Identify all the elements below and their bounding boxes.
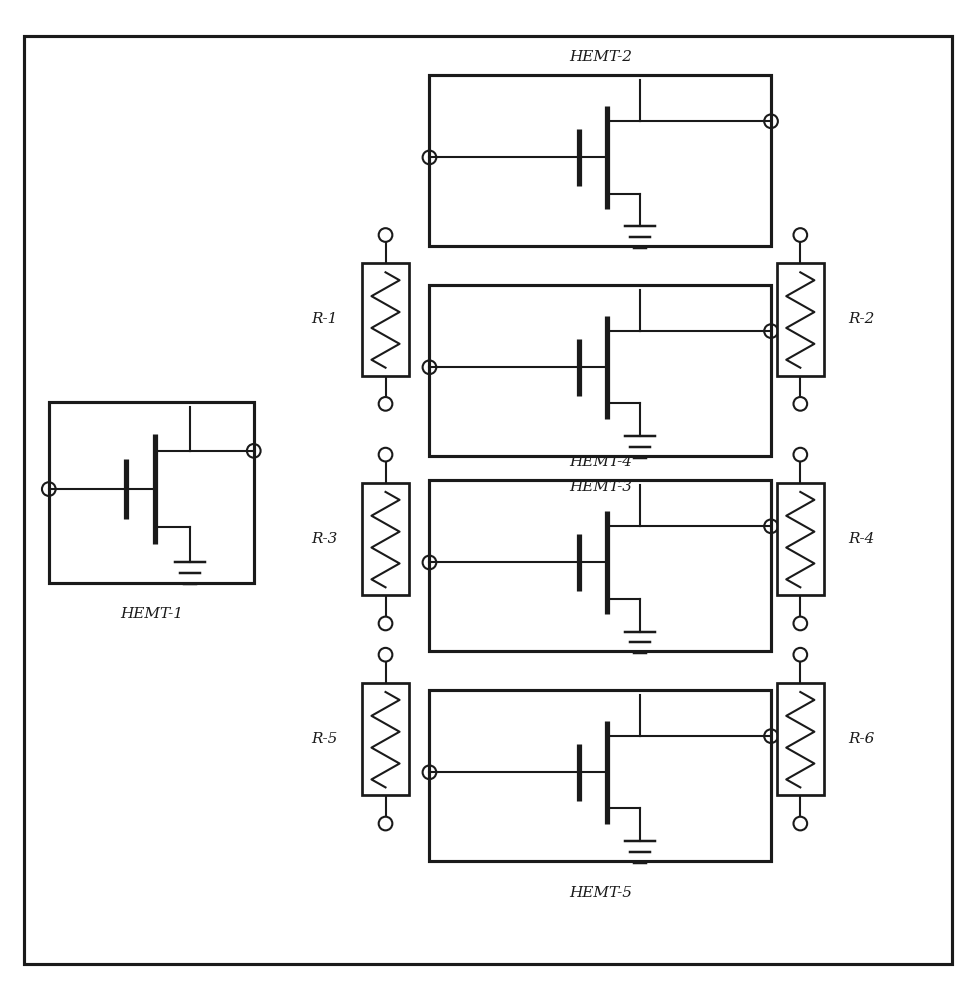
Bar — [362, 483, 409, 595]
Text: HEMT-4: HEMT-4 — [569, 455, 631, 469]
Text: R-4: R-4 — [848, 532, 874, 546]
Bar — [429, 480, 771, 651]
Text: R-5: R-5 — [311, 732, 338, 746]
Bar — [429, 285, 771, 456]
Text: R-2: R-2 — [848, 312, 874, 326]
Bar — [777, 483, 824, 595]
Bar — [429, 690, 771, 861]
Bar — [49, 402, 254, 583]
Text: R-3: R-3 — [311, 532, 338, 546]
Bar — [429, 75, 771, 246]
Text: R-1: R-1 — [311, 312, 338, 326]
Text: R-6: R-6 — [848, 732, 874, 746]
Bar — [362, 683, 409, 795]
Text: HEMT-1: HEMT-1 — [120, 607, 183, 621]
Bar — [362, 263, 409, 376]
Bar — [777, 263, 824, 376]
Text: HEMT-3: HEMT-3 — [569, 480, 631, 494]
Bar — [777, 683, 824, 795]
Text: HEMT-2: HEMT-2 — [569, 50, 631, 64]
Text: HEMT-5: HEMT-5 — [569, 886, 631, 900]
